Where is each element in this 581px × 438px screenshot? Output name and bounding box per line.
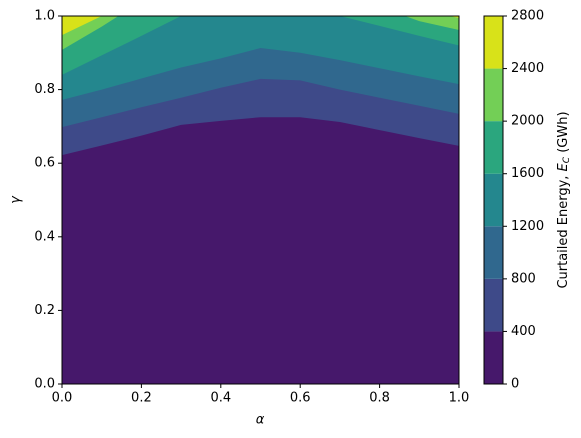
colorbar-label-subscript: C xyxy=(562,156,572,163)
y-tick-label: 0.0 xyxy=(34,377,55,392)
colorbar-frame xyxy=(483,15,504,385)
colorbar-label-unit: (GWh) xyxy=(556,111,571,156)
x-tick-label: 0.2 xyxy=(131,391,152,406)
y-axis-label: γ xyxy=(9,195,24,204)
contour-region xyxy=(62,16,459,100)
colorbar-band xyxy=(484,278,503,332)
colorbar-tick-label: 2800 xyxy=(511,9,544,24)
colorbar-band xyxy=(484,68,503,122)
y-tick-label: 0.2 xyxy=(34,303,55,318)
y-tick-label: 1.0 xyxy=(34,9,55,24)
x-tick-label: 0.8 xyxy=(369,391,390,406)
x-tick-label: 0.6 xyxy=(290,391,311,406)
plot-area xyxy=(62,16,459,384)
colorbar-band xyxy=(484,173,503,227)
colorbar-band xyxy=(484,16,503,69)
colorbar-tick-label: 1600 xyxy=(511,166,544,181)
x-tick-label: 0.4 xyxy=(210,391,231,406)
colorbar-tick-label: 2000 xyxy=(511,114,544,129)
colorbar-tick-label: 0 xyxy=(511,377,519,392)
y-tick-label: 0.8 xyxy=(34,82,55,97)
colorbar-tick-label: 800 xyxy=(511,271,536,286)
colorbar-band xyxy=(484,331,503,384)
x-axis-label: α xyxy=(256,413,265,428)
y-tick-label: 0.6 xyxy=(34,156,55,171)
x-tick-label: 1.0 xyxy=(449,391,470,406)
colorbar-label-symbol: E xyxy=(556,162,571,171)
colorbar-band xyxy=(484,226,503,279)
colorbar-tick-label: 1200 xyxy=(511,219,544,234)
colorbar-band xyxy=(484,121,503,174)
colorbar-tick-label: 400 xyxy=(511,324,536,339)
contour-region xyxy=(405,16,459,30)
y-tick-label: 0.4 xyxy=(34,229,55,244)
colorbar-label: Curtailed Energy, EC (GWh) xyxy=(556,111,572,288)
x-tick-label: 0.0 xyxy=(52,391,73,406)
axes-frame xyxy=(61,15,460,385)
colorbar-label-text: Curtailed Energy, xyxy=(556,171,571,288)
contour-region xyxy=(62,16,102,36)
colorbar-tick-label: 2400 xyxy=(511,61,544,76)
